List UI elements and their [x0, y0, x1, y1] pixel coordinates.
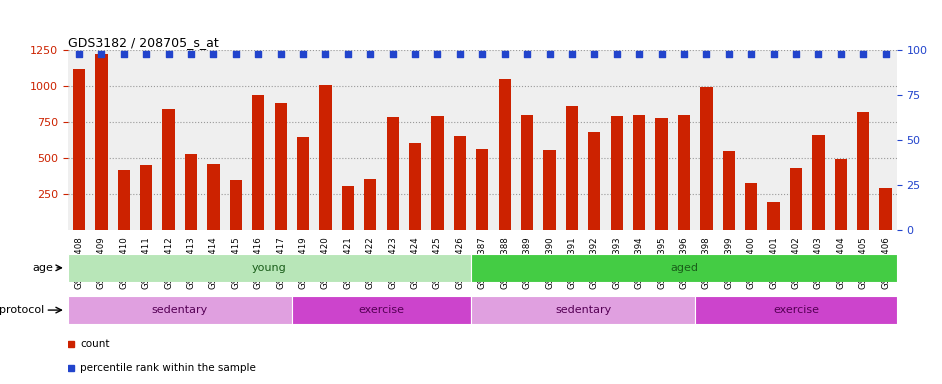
Text: sedentary: sedentary [555, 305, 611, 315]
Point [206, 51, 221, 57]
Point [654, 51, 669, 57]
Point [564, 51, 579, 57]
Bar [297, 137, 309, 230]
Point [72, 51, 87, 57]
Bar [342, 186, 354, 230]
Point [138, 51, 154, 57]
Bar [544, 149, 556, 230]
Point [878, 51, 893, 57]
Bar [695, 296, 897, 324]
Point [743, 51, 758, 57]
Point [609, 51, 625, 57]
Point [475, 51, 490, 57]
Bar [521, 115, 533, 230]
Bar [610, 116, 623, 230]
Bar [409, 143, 421, 230]
Bar [633, 115, 645, 230]
Bar [835, 159, 847, 230]
Point [834, 51, 849, 57]
Bar [274, 103, 286, 230]
Bar [162, 109, 175, 230]
Point [788, 51, 804, 57]
Text: exercise: exercise [359, 305, 404, 315]
Point [161, 51, 176, 57]
Point [116, 51, 131, 57]
Point [318, 51, 333, 57]
Bar [745, 183, 757, 230]
Bar [723, 151, 735, 230]
Bar [656, 118, 668, 230]
Text: young: young [252, 263, 286, 273]
Bar [476, 149, 489, 230]
Point [273, 51, 288, 57]
Point [587, 51, 602, 57]
Point [855, 51, 870, 57]
Point [520, 51, 535, 57]
Bar [812, 135, 824, 230]
Bar [68, 254, 471, 282]
Bar [319, 85, 332, 230]
Bar [386, 117, 398, 230]
Text: protocol: protocol [0, 305, 44, 315]
Point [542, 51, 557, 57]
Bar [68, 296, 292, 324]
Bar [768, 202, 780, 230]
Point [722, 51, 737, 57]
Bar [678, 115, 690, 230]
Point [296, 51, 311, 57]
Text: aged: aged [670, 263, 698, 273]
Point [699, 51, 714, 57]
Point [340, 51, 355, 57]
Text: count: count [80, 339, 110, 349]
Bar [700, 88, 712, 230]
Point [497, 51, 512, 57]
Bar [230, 180, 242, 230]
Bar [365, 179, 377, 230]
Point [408, 51, 423, 57]
Point [811, 51, 826, 57]
Text: age: age [32, 263, 53, 273]
Bar [95, 54, 107, 230]
Bar [207, 164, 219, 230]
Point [430, 51, 445, 57]
Point [676, 51, 691, 57]
Bar [588, 132, 600, 230]
Bar [880, 188, 892, 230]
Bar [454, 136, 466, 230]
Bar [252, 95, 265, 230]
Point [184, 51, 199, 57]
Bar [857, 112, 869, 230]
Text: percentile rank within the sample: percentile rank within the sample [80, 363, 256, 373]
Bar [140, 166, 153, 230]
Point [385, 51, 400, 57]
Bar [73, 69, 85, 230]
Text: GDS3182 / 208705_s_at: GDS3182 / 208705_s_at [68, 36, 219, 49]
Point [766, 51, 781, 57]
Point [631, 51, 646, 57]
Text: exercise: exercise [773, 305, 819, 315]
Bar [566, 106, 578, 230]
Bar [185, 154, 197, 230]
Text: sedentary: sedentary [152, 305, 208, 315]
Point [452, 51, 467, 57]
Bar [789, 168, 803, 230]
Bar [431, 116, 444, 230]
Bar [118, 170, 130, 230]
Point [251, 51, 266, 57]
Bar [471, 254, 897, 282]
Bar [292, 296, 471, 324]
Point [363, 51, 378, 57]
Point [94, 51, 109, 57]
Bar [471, 296, 695, 324]
Point [228, 51, 243, 57]
Bar [498, 79, 511, 230]
